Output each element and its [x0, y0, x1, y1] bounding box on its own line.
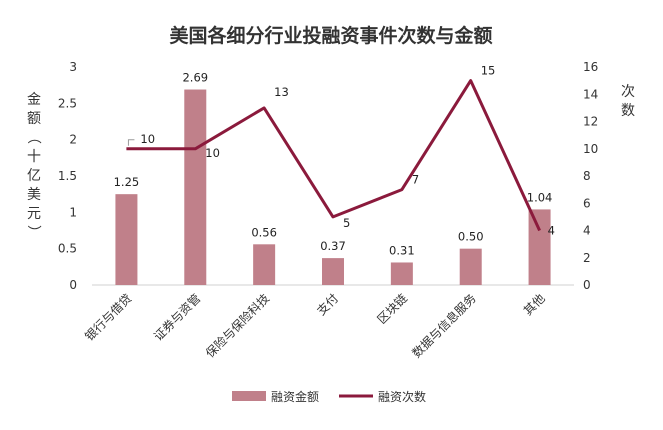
line-data-label: 15 [481, 64, 496, 78]
x-category-label: 其他 [521, 291, 548, 318]
y-left-axis-title-char: 美 [27, 187, 41, 203]
y-right-tick-label: 0 [583, 278, 591, 292]
y-right-tick-label: 2 [583, 251, 591, 265]
y-right-axis-title-char: 次 [621, 84, 635, 100]
y-right-tick-label: 12 [583, 115, 598, 129]
bar-data-labels: 1.25 2.69 0.56 0.37 0.31 0.50 1.04 [114, 71, 553, 258]
line-data-labels: 10 10 13 5 7 15 4 [127, 64, 555, 238]
line-data-label-leader [127, 139, 135, 146]
legend-line-label: 融资次数 [378, 389, 426, 404]
bar-data-label: 0.37 [320, 239, 346, 253]
bar-data-label: 1.04 [527, 190, 553, 204]
y-left-axis-title-char: ） [25, 225, 41, 239]
x-category-label: 证券与资管 [150, 291, 203, 344]
bar-data-label: 1.25 [114, 175, 140, 189]
x-category-label: 银行与借贷 [82, 291, 134, 343]
y-right-tick-label: 10 [583, 142, 598, 156]
y-left-axis-title-char: 金 [27, 92, 41, 108]
y-left-tick-label: 2.5 [58, 96, 77, 110]
bar-data-label: 2.69 [182, 71, 208, 85]
line-data-label: 13 [274, 85, 289, 99]
y-left-axis-title-char: 元 [27, 206, 41, 222]
x-category-labels: 银行与借贷 证券与资管 保险与保险科技 支付 区块链 数据与信息服务 其他 [82, 291, 547, 361]
x-category-label: 保险与保险科技 [202, 291, 272, 361]
legend: 融资金额 融资次数 [232, 389, 426, 404]
x-category-label: 支付 [314, 291, 341, 318]
y-right-tick-label: 16 [583, 60, 598, 74]
line-series [126, 79, 541, 232]
bar [115, 194, 138, 285]
line-series-path [126, 79, 541, 232]
y-right-axis-title-char: 数 [621, 103, 635, 119]
bar-series [115, 89, 551, 285]
bar [528, 209, 551, 285]
line-data-label: 10 [205, 146, 220, 160]
legend-bar-swatch [232, 391, 266, 401]
bar-data-label: 0.50 [458, 230, 484, 244]
y-left-tick-label: 0 [69, 278, 77, 292]
y-right-ticks: 0 2 4 6 8 10 12 14 16 [583, 60, 598, 292]
y-left-axis-title-char: 十 [27, 149, 41, 165]
y-left-ticks: 0 0.5 1 1.5 2 2.5 3 [58, 60, 77, 292]
bar [253, 244, 276, 285]
y-left-axis-title-char: （ [25, 130, 41, 144]
y-left-axis-title-char: 亿 [27, 168, 41, 184]
y-left-axis-title-char: 额 [27, 111, 41, 127]
y-right-tick-label: 4 [583, 224, 591, 238]
legend-bar-label: 融资金额 [271, 389, 319, 404]
y-right-tick-label: 14 [583, 87, 598, 101]
line-data-label: 4 [548, 224, 555, 238]
y-left-tick-label: 0.5 [58, 242, 77, 256]
x-category-label: 数据与信息服务 [409, 291, 479, 361]
y-left-tick-label: 2 [69, 133, 77, 147]
bar [459, 248, 482, 285]
y-right-tick-label: 8 [583, 169, 591, 183]
line-data-label: 5 [343, 216, 350, 230]
y-left-tick-label: 1 [69, 205, 77, 219]
y-right-tick-label: 6 [583, 196, 591, 210]
x-category-label: 区块链 [374, 291, 410, 327]
bar [322, 258, 344, 285]
bar [390, 262, 413, 285]
line-data-label: 7 [412, 173, 419, 187]
y-right-axis-title: 次数 [621, 84, 635, 119]
chart-title: 美国各细分行业投融资事件次数与金额 [169, 24, 492, 47]
bar-data-label: 0.56 [251, 225, 277, 239]
y-left-tick-label: 3 [69, 60, 77, 74]
line-data-label: 10 [140, 132, 155, 146]
bar [184, 89, 207, 285]
y-left-tick-label: 1.5 [58, 169, 77, 183]
bar-data-label: 0.31 [389, 243, 415, 257]
